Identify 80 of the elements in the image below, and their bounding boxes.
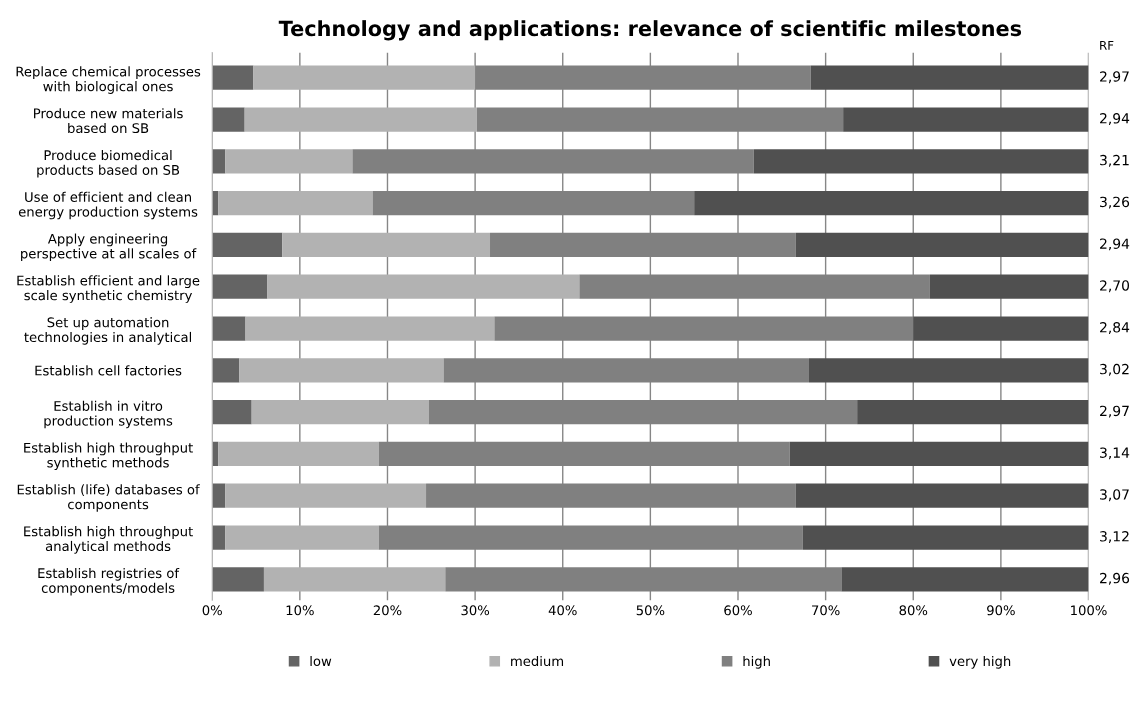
bar xyxy=(225,149,353,174)
x-tick-label: 30% xyxy=(461,605,490,616)
text: 3,26 xyxy=(1100,196,1130,209)
text: 2,70 xyxy=(1100,280,1130,293)
y-tick-label: Establish high throughput synthetic methods xyxy=(24,442,193,471)
bar xyxy=(225,525,379,550)
bar xyxy=(212,232,283,258)
y-tick-label: Replace chemical processes with biological ones xyxy=(16,66,201,94)
x-tick-label: 10% xyxy=(286,605,314,616)
y-tick-label: Establish high throughput analytical methods xyxy=(24,526,193,554)
x-tick-label: 100% xyxy=(1071,605,1107,616)
text: 2,84 xyxy=(1100,322,1130,334)
bar xyxy=(218,191,373,216)
bar xyxy=(212,358,240,383)
text: 3,07 xyxy=(1100,489,1129,502)
chart-title: Technology and applications: relevance of scientific milestones xyxy=(278,20,1022,41)
bar xyxy=(251,400,429,425)
bar xyxy=(282,232,491,258)
bar xyxy=(225,483,427,508)
bar xyxy=(244,107,477,132)
x-tick-label: 80% xyxy=(899,605,928,616)
bar xyxy=(212,567,264,592)
bar xyxy=(212,107,245,132)
y-tick-label: Establish cell factories xyxy=(35,365,182,376)
bar xyxy=(843,107,1089,132)
text: 3,21 xyxy=(1100,154,1129,167)
bar xyxy=(212,525,226,550)
bar xyxy=(267,274,580,299)
y-tick-label: Establish registries of components/models xyxy=(38,567,180,596)
y-tick-label: Use of efficient and clean energy production systems xyxy=(18,191,198,220)
bar xyxy=(802,525,1089,550)
legend-label: high xyxy=(743,655,770,669)
bar xyxy=(795,232,1089,258)
legend-label: very high xyxy=(949,655,1011,669)
bar xyxy=(218,441,379,467)
bar xyxy=(212,65,254,90)
y-tick-label: Establish (life) databases of components xyxy=(17,484,200,512)
text: 2,97 xyxy=(1100,71,1129,84)
x-tick-label: 60% xyxy=(724,605,752,616)
x-tick-label: 50% xyxy=(636,605,665,616)
legend-label: low xyxy=(310,655,332,667)
bar xyxy=(808,358,1089,383)
y-tick-label: Establish efficient and large scale synthetic chemistry xyxy=(17,275,200,303)
y-tick-label: Produce new materials based on SB xyxy=(34,108,183,134)
y-tick-label: Set up automation technologies in analytical xyxy=(24,317,192,345)
bar xyxy=(212,316,246,341)
text: 3,02 xyxy=(1100,363,1129,376)
bar xyxy=(253,65,476,90)
text: 3,14 xyxy=(1100,447,1130,460)
bar xyxy=(263,567,446,592)
x-tick-label: 0% xyxy=(202,605,222,616)
x-tick-label: 70% xyxy=(812,605,840,616)
bar xyxy=(212,483,226,508)
bar xyxy=(245,316,495,341)
text: 3,12 xyxy=(1100,531,1129,543)
bar xyxy=(753,149,1089,174)
y-tick-label: Apply engineering perspective at all scales of xyxy=(21,233,197,262)
x-tick-label: 40% xyxy=(548,605,577,616)
bar xyxy=(694,191,1089,216)
bar xyxy=(212,149,226,174)
bar xyxy=(929,274,1089,299)
bar xyxy=(913,316,1089,341)
bar xyxy=(857,400,1089,425)
legend-label: medium xyxy=(511,655,564,667)
text: 2,96 xyxy=(1100,572,1130,585)
text: RF xyxy=(1100,41,1114,50)
x-tick-label: 90% xyxy=(987,605,1015,616)
bar xyxy=(810,65,1089,90)
bar xyxy=(212,274,268,299)
bar xyxy=(239,358,444,383)
bar xyxy=(841,567,1089,592)
y-tick-label: Produce biomedical products based on SB xyxy=(37,149,180,178)
bar xyxy=(795,483,1089,508)
y-tick-label: Establish in vitro production systems xyxy=(44,400,173,429)
x-tick-label: 20% xyxy=(373,605,402,616)
bar xyxy=(789,441,1089,467)
text: 2,94 xyxy=(1100,238,1130,251)
text: 2,94 xyxy=(1100,113,1130,125)
text: 2,97 xyxy=(1100,405,1129,418)
bar xyxy=(212,400,252,425)
